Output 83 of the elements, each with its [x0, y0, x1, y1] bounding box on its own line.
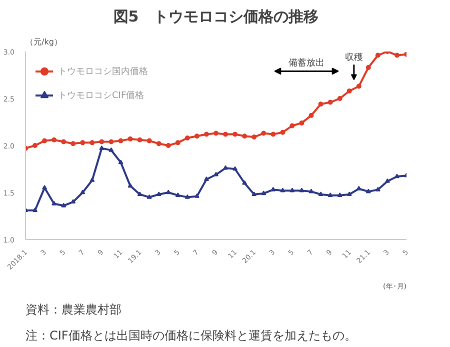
point — [261, 130, 266, 136]
point — [252, 192, 257, 196]
point — [346, 192, 352, 196]
point — [375, 186, 380, 192]
point — [70, 141, 76, 146]
point — [52, 137, 57, 142]
point — [184, 194, 190, 199]
point — [70, 199, 76, 204]
text: 資料：農業農村部 — [26, 302, 122, 316]
text: 注：CIF価格とは出国時の価格に保険料と運賃を加えたもの。 — [26, 328, 356, 342]
point — [108, 139, 114, 144]
point — [214, 130, 218, 136]
point — [146, 138, 152, 144]
point — [252, 134, 257, 140]
chart-title: 図5 トウモロコシ価格の推移 — [113, 8, 319, 26]
point — [242, 134, 248, 139]
point — [299, 188, 304, 192]
point — [214, 172, 218, 176]
point — [90, 177, 95, 182]
point — [356, 84, 362, 89]
point — [118, 138, 124, 144]
point — [166, 143, 171, 148]
point — [194, 193, 200, 198]
point — [328, 100, 333, 105]
point — [90, 140, 95, 146]
point — [375, 52, 380, 58]
point — [394, 52, 400, 58]
point — [290, 188, 295, 192]
point — [175, 140, 180, 146]
point — [290, 123, 295, 128]
point — [118, 160, 124, 164]
point — [270, 186, 276, 192]
point — [175, 192, 180, 197]
point — [184, 135, 190, 140]
point — [128, 136, 133, 142]
point — [137, 137, 142, 142]
point — [366, 64, 371, 70]
point — [146, 194, 152, 199]
point — [223, 132, 228, 137]
point — [242, 180, 248, 185]
point — [318, 192, 324, 196]
point — [346, 88, 352, 94]
annotation: 収穫 — [344, 52, 363, 63]
line-series — [26, 146, 406, 212]
legend-label: トウモロコシ国内価格 — [58, 66, 148, 78]
point — [337, 192, 342, 197]
point — [42, 184, 48, 190]
point — [337, 96, 342, 101]
point — [108, 147, 114, 152]
y-axis-title: （元/kg） — [26, 38, 62, 46]
point — [318, 102, 324, 107]
point — [366, 188, 371, 194]
point — [166, 190, 171, 194]
point — [356, 186, 362, 190]
point — [99, 146, 104, 150]
point — [232, 166, 238, 171]
point — [204, 176, 209, 181]
point — [80, 140, 86, 146]
point — [308, 188, 314, 194]
point — [328, 192, 333, 197]
point — [280, 188, 286, 192]
point — [32, 208, 38, 212]
annotation: 備蓄放出 — [288, 57, 324, 68]
point — [194, 134, 200, 139]
point — [232, 132, 238, 137]
point — [32, 143, 38, 148]
legend-label: トウモロコシCIF価格 — [58, 90, 144, 102]
point — [223, 165, 228, 170]
point — [270, 132, 276, 137]
point — [52, 200, 57, 206]
point — [204, 132, 209, 137]
point — [280, 130, 286, 135]
point — [80, 190, 86, 194]
point — [299, 120, 304, 126]
point — [261, 190, 266, 196]
point — [156, 141, 162, 146]
point — [61, 202, 66, 208]
point — [128, 183, 133, 188]
point — [61, 139, 66, 144]
point — [308, 112, 314, 118]
point — [42, 138, 48, 144]
point — [384, 178, 390, 183]
point — [99, 139, 104, 144]
